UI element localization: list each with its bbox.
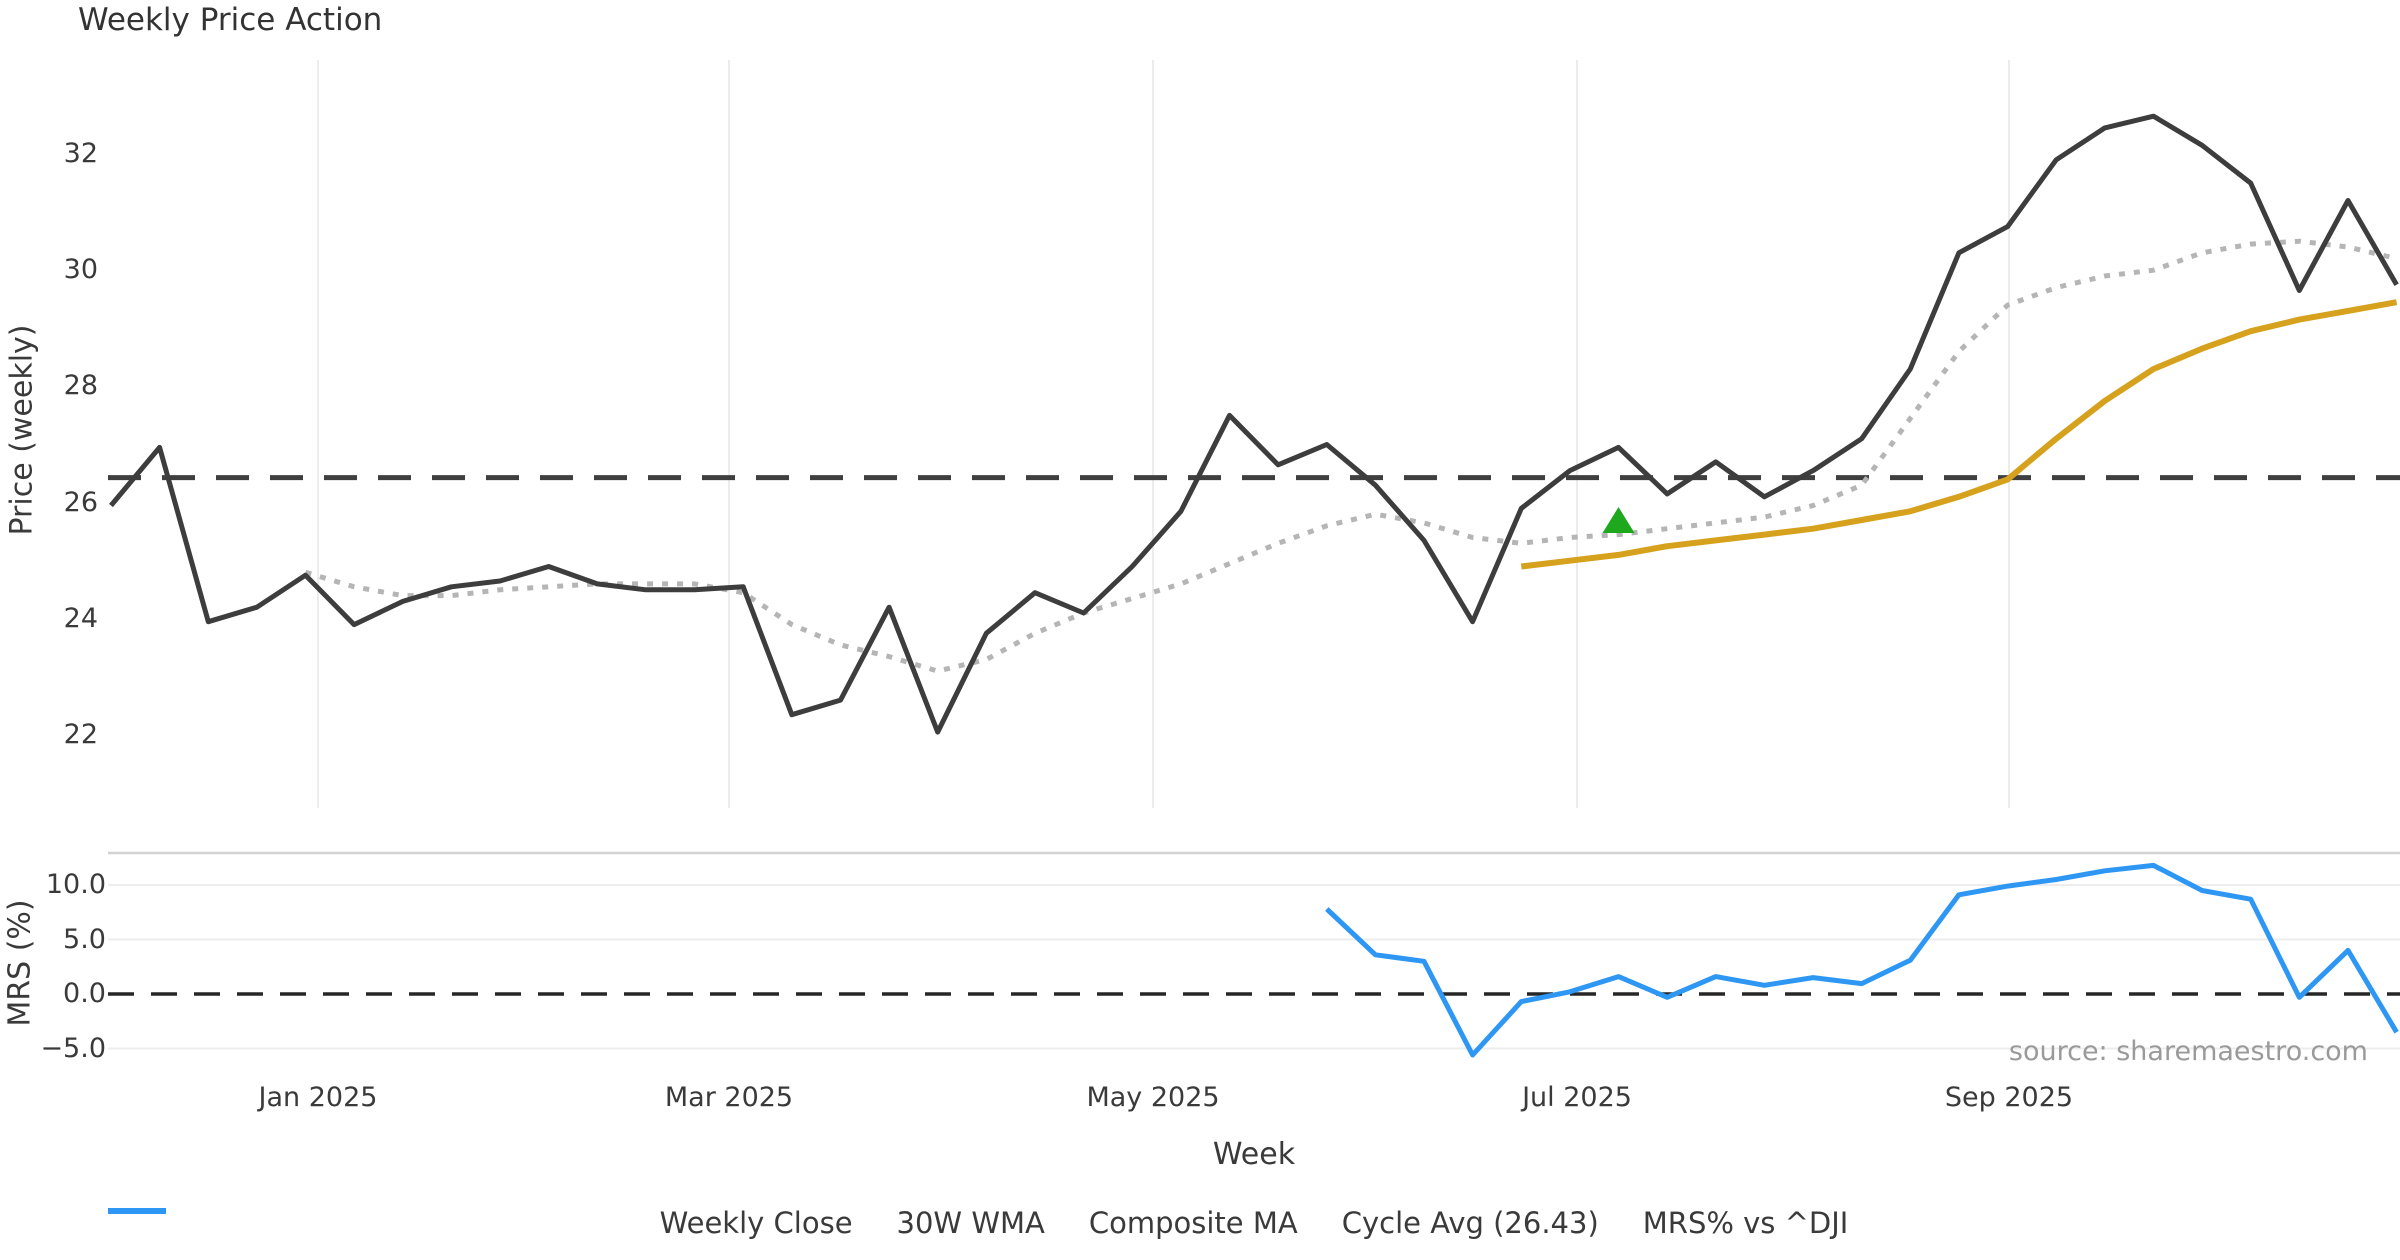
x-tick-label: Mar 2025	[664, 1082, 794, 1113]
mrs-ytick-label: 10.0	[45, 869, 106, 900]
legend-item-weekly-close: Weekly Close	[108, 1206, 853, 1240]
mrs-ytick-label: −5.0	[40, 1032, 106, 1064]
legend-item-30w-wma: 30W WMA	[108, 1206, 1045, 1240]
legend-label: 30W WMA	[896, 1206, 1045, 1240]
legend-item-mrs-vs-dji: MRS% vs ^DJI	[108, 1206, 1849, 1240]
legend-label: Weekly Close	[659, 1206, 853, 1240]
price-axis-label: Price (weekly)	[4, 324, 40, 536]
price-ytick-label: 30	[63, 254, 98, 286]
legend: Weekly Close 30W WMA Composite MA Cycle Avg…	[108, 1206, 2400, 1240]
legend-item-composite-ma: Composite MA	[108, 1206, 1298, 1240]
chart-title: Weekly Price Action	[78, 2, 383, 38]
mrs-axis-label: MRS (%)	[2, 899, 38, 1027]
weekly-close-line	[109, 113, 2399, 735]
x-tick-label: Jan 2025	[258, 1082, 378, 1113]
wma-30w-line	[1520, 299, 2398, 570]
legend-label: Cycle Avg (26.43)	[1341, 1206, 1599, 1240]
x-tick-label: May 2025	[1086, 1082, 1220, 1113]
price-ytick-label: 26	[63, 486, 98, 518]
source-note: source: sharemaestro.com	[2008, 1036, 2368, 1067]
legend-swatch-icon	[108, 1208, 166, 1214]
x-axis-label: Week	[1212, 1137, 1296, 1172]
legend-label: MRS% vs ^DJI	[1642, 1206, 1849, 1240]
composite-ma-line	[304, 238, 2398, 674]
legend-label: Composite MA	[1088, 1206, 1298, 1240]
price-ytick-label: 28	[63, 370, 98, 402]
legend-item-cycle-avg-26-43-: Cycle Avg (26.43)	[108, 1206, 1599, 1240]
mrs-ytick-label: 5.0	[63, 923, 106, 955]
x-tick-label: Sep 2025	[1944, 1082, 2074, 1113]
price-ytick-label: 32	[63, 138, 98, 169]
mrs-line	[1325, 862, 2399, 1058]
x-tick-label: Jul 2025	[1522, 1082, 1632, 1113]
price-ytick-label: 22	[63, 719, 98, 750]
buy-signal-triangle-icon	[1602, 507, 1635, 534]
mrs-ytick-label: 0.0	[63, 978, 106, 1009]
price-ytick-label: 24	[63, 602, 98, 634]
